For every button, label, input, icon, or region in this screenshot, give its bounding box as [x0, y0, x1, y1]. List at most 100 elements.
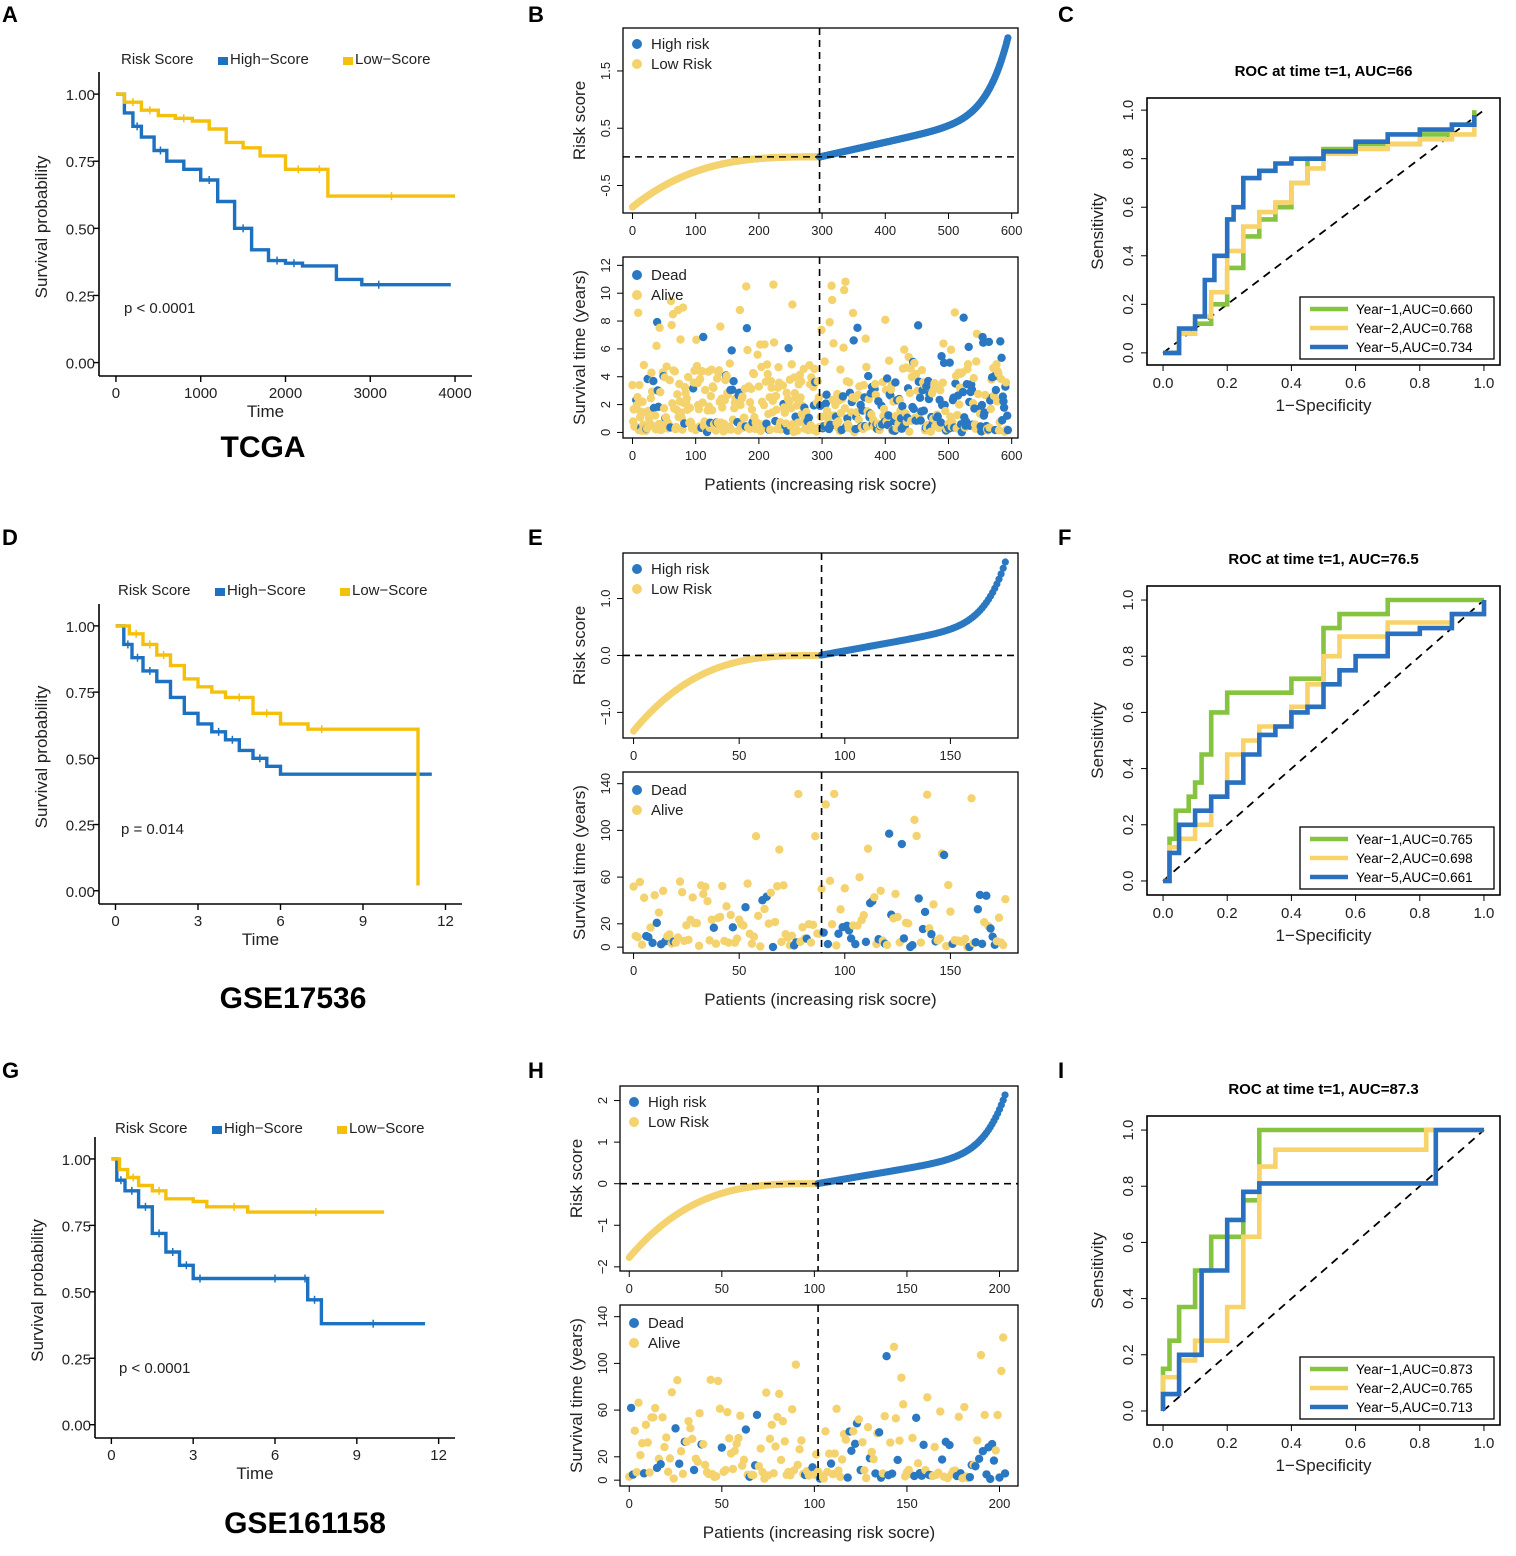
legend-dot-alive — [629, 1338, 639, 1348]
alive-point — [986, 404, 996, 414]
p-value-annotation: p < 0.0001 — [124, 300, 195, 317]
y-tick-label: 1.0 — [1120, 590, 1137, 611]
alive-point — [946, 345, 956, 354]
roc-legend: Year−1,AUC=0.765 Year−2,AUC=0.698 Year−5,A… — [1299, 826, 1495, 890]
x-tick-label: 0.4 — [1281, 905, 1302, 922]
survival-points — [625, 1333, 1010, 1484]
alive-point — [967, 794, 976, 803]
alive-point — [886, 1438, 895, 1447]
legend-key-low-score — [340, 588, 350, 596]
y-tick-label: 0.2 — [1120, 814, 1137, 835]
legend-dot-high — [629, 1097, 639, 1107]
y-tick-label: 0.8 — [1120, 646, 1137, 667]
y-tick-label: 0.00 — [66, 884, 95, 901]
alive-point — [860, 1466, 869, 1475]
dead-point — [742, 323, 752, 333]
panel-label-h: H — [528, 1058, 544, 1083]
x-tick-label: 4000 — [438, 385, 471, 402]
panel-label-f: F — [1058, 525, 1071, 550]
alive-point — [707, 365, 716, 374]
alive-point — [827, 920, 837, 929]
alive-point — [796, 393, 805, 402]
alive-point — [706, 1375, 715, 1385]
alive-point — [853, 390, 863, 400]
alive-point — [716, 322, 725, 331]
dead-point — [656, 1459, 665, 1469]
x-axis-label: Time — [247, 402, 284, 421]
y-tick-label: 1.5 — [598, 62, 613, 80]
risk-plot-h: −2 −1 0 1 2 Risk score High risk Low Risk 0 50 100… — [567, 1085, 1019, 1542]
alive-point — [628, 380, 637, 390]
dead-point — [977, 400, 987, 410]
alive-point — [695, 374, 705, 384]
alive-point — [718, 881, 727, 891]
risk-score-axis-label: Risk score — [570, 81, 589, 160]
risk-top-frame — [622, 552, 1019, 739]
dead-point — [826, 1459, 836, 1468]
alive-point — [646, 923, 655, 932]
x-tick-label: 200 — [989, 1281, 1011, 1296]
alive-point — [936, 386, 945, 395]
p-value-annotation: p < 0.0001 — [119, 1360, 190, 1377]
km-legend: Risk Score High−Score Low−Score — [121, 51, 430, 68]
dead-point — [874, 1428, 884, 1437]
roc-diagonal — [1162, 599, 1485, 882]
dead-point — [768, 942, 778, 952]
y-axis-label: Survival probability — [32, 155, 51, 298]
alive-point — [834, 1466, 843, 1475]
x-tick-label: 0.8 — [1409, 905, 1430, 922]
alive-point — [756, 1444, 765, 1453]
roc-title: ROC at time t=1, AUC=76.5 — [1228, 551, 1418, 568]
alive-point — [998, 1333, 1008, 1342]
alive-point — [889, 1342, 899, 1352]
survival-time-axis-label: Survival time (years) — [567, 1318, 586, 1473]
alive-point — [635, 877, 645, 887]
alive-point — [867, 1447, 876, 1457]
alive-point — [665, 1454, 675, 1463]
x-tick-label: 200 — [748, 448, 770, 463]
alive-point — [922, 790, 932, 799]
km-plot-a: 0.00 0.25 0.50 0.75 1.00 0 1000 2000 3000 4000 Tim… — [32, 51, 472, 464]
legend-key-high-score — [218, 57, 228, 65]
x-tick-label: 0 — [112, 385, 120, 402]
legend-dot-dead — [629, 1318, 639, 1328]
dead-point — [822, 390, 831, 399]
dead-point — [909, 404, 918, 414]
dead-point — [965, 1472, 975, 1482]
alive-point — [685, 403, 695, 413]
alive-point — [683, 372, 693, 382]
dead-point — [899, 934, 909, 943]
alive-point — [992, 397, 1002, 406]
alive-point — [635, 380, 644, 390]
dead-point — [882, 374, 892, 383]
alive-point — [751, 831, 761, 841]
dead-point — [648, 938, 657, 948]
alive-point — [769, 338, 779, 347]
alive-point — [688, 893, 697, 902]
alive-point — [916, 938, 926, 947]
legend-label-year-1: Year−1,AUC=0.660 — [1356, 302, 1473, 317]
alive-point — [829, 339, 838, 348]
alive-point — [658, 1413, 667, 1422]
alive-point — [684, 1416, 693, 1426]
legend-label-year-1: Year−1,AUC=0.765 — [1356, 832, 1473, 847]
dead-point — [977, 939, 987, 949]
alive-point — [836, 1472, 845, 1482]
high-risk-point — [999, 564, 1007, 572]
y-tick-label: 0.8 — [1120, 1176, 1137, 1197]
alive-point — [764, 919, 773, 928]
alive-point — [849, 1427, 858, 1436]
alive-point — [929, 900, 938, 909]
dead-point — [675, 1459, 684, 1468]
alive-point — [703, 896, 712, 906]
alive-point — [993, 1410, 1002, 1420]
alive-point — [976, 1350, 986, 1360]
alive-point — [939, 339, 948, 348]
alive-point — [788, 300, 797, 309]
alive-point — [882, 940, 892, 950]
x-axis-label: 1−Specificity — [1276, 1456, 1372, 1475]
x-tick-label: 9 — [353, 1447, 361, 1464]
alive-point — [944, 880, 953, 890]
x-tick-label: 3000 — [354, 385, 387, 402]
legend-title: Risk Score — [121, 51, 194, 68]
